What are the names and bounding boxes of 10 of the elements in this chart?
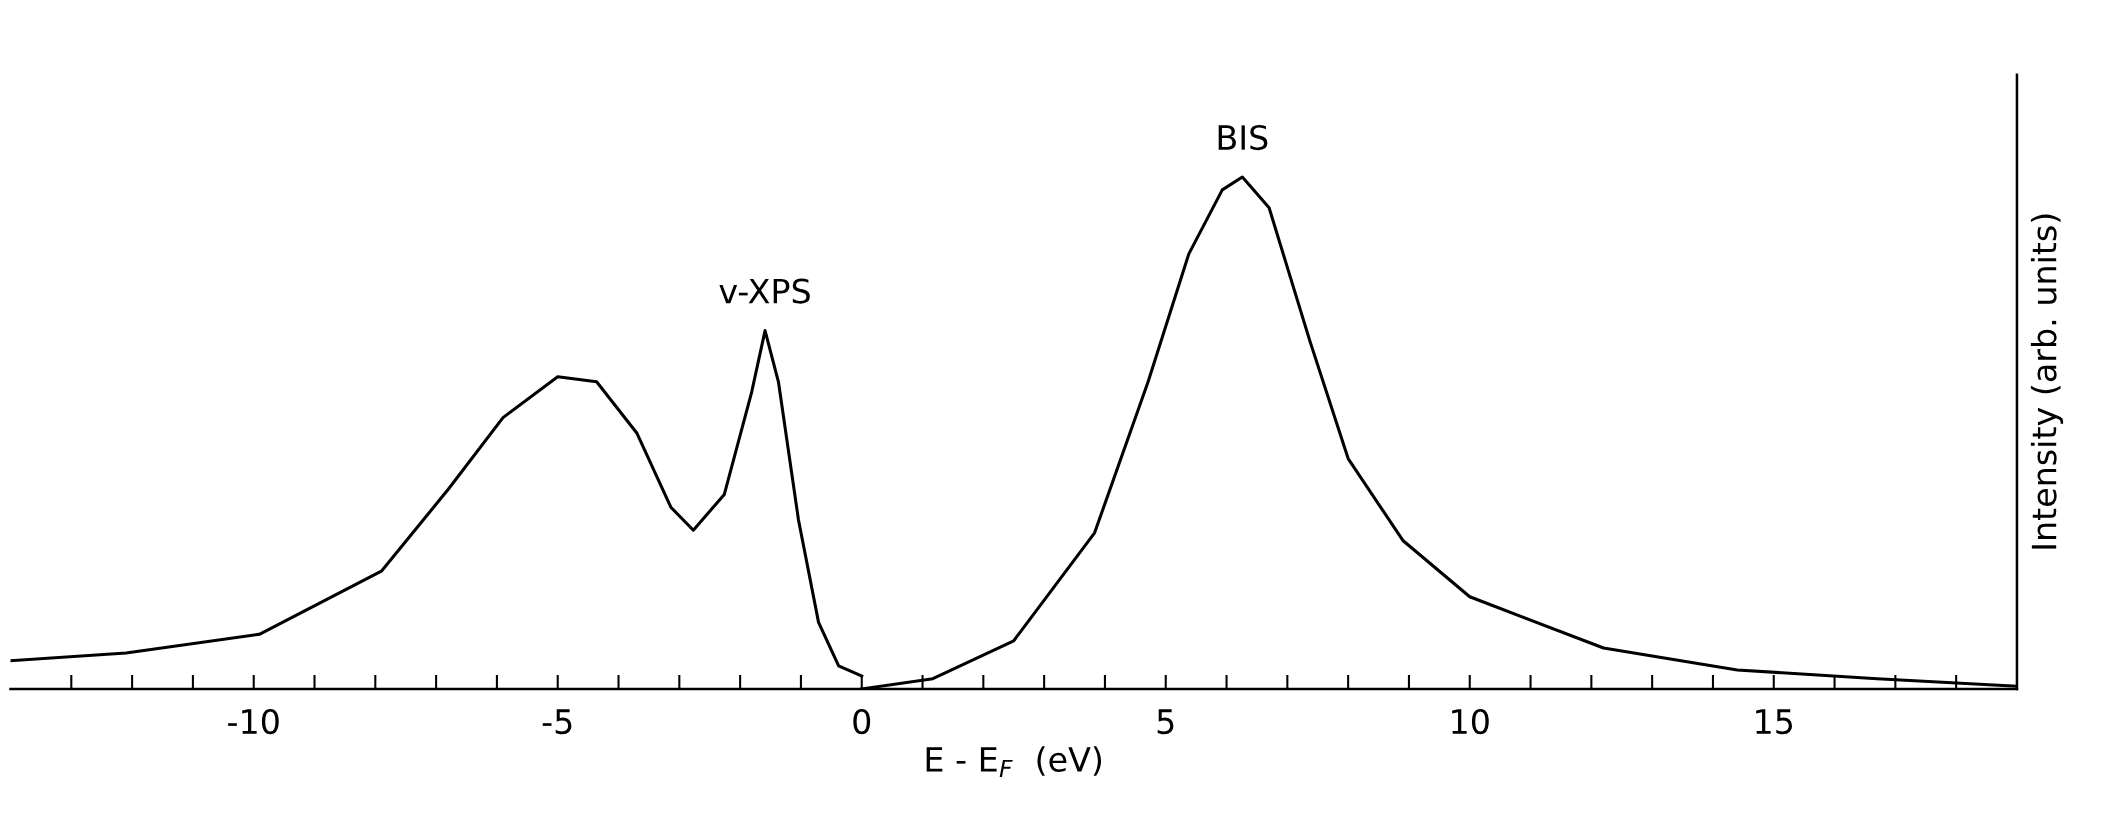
x-tick-label: 10: [1452, 708, 1489, 735]
x-tick-label: 5: [1157, 709, 1174, 735]
series-label: BIS: [1218, 124, 1268, 151]
x-tick-label: 15: [1756, 709, 1793, 735]
x-tick-label: -5: [542, 709, 572, 735]
x-tick-label: -10: [228, 708, 279, 735]
series-label: v-XPS: [719, 278, 810, 304]
y-axis-title: Intensity (arb. units): [2030, 214, 2064, 549]
x-tick-label: 0: [853, 708, 871, 735]
x-axis-title: E - E$_{F}$ (eV): [926, 746, 1102, 777]
